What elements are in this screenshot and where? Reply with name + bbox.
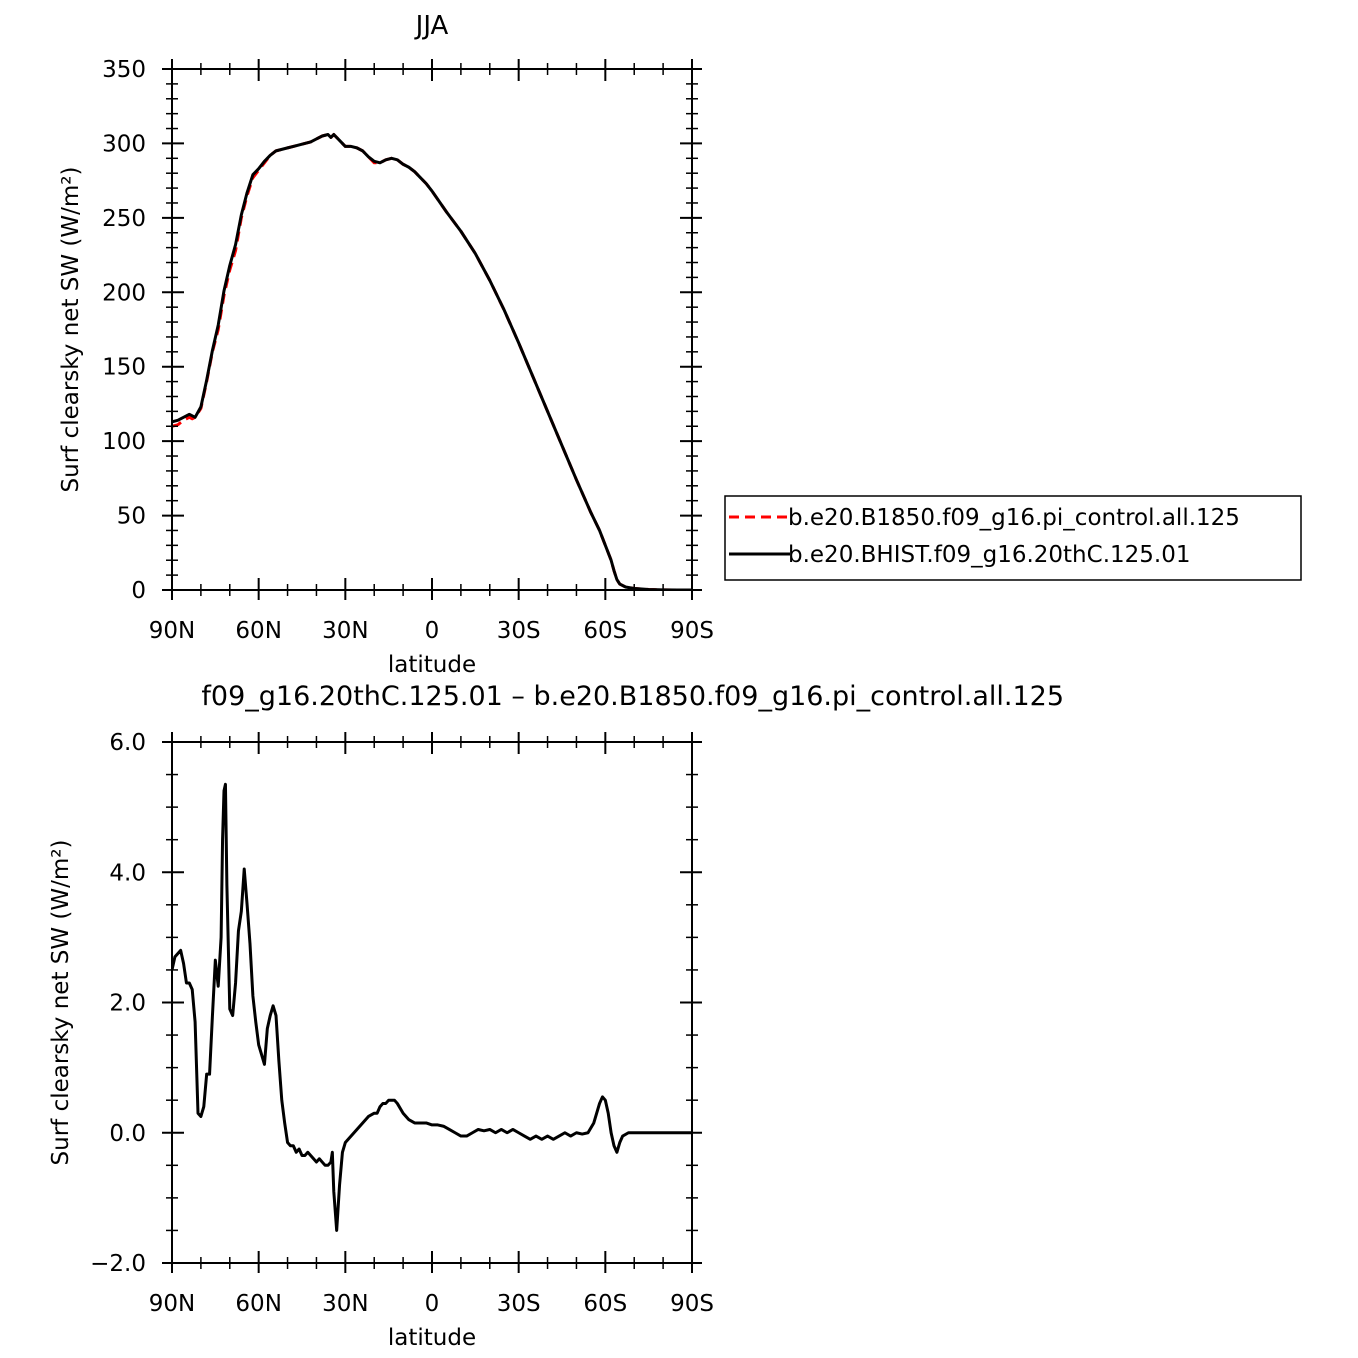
x-tick-label: 90S bbox=[670, 618, 714, 644]
y-axis-label: Surf clearsky net SW (W/m²) bbox=[48, 840, 74, 1166]
y-tick-label: 250 bbox=[102, 206, 146, 232]
x-axis-label: latitude bbox=[388, 1325, 476, 1351]
y-axis-label: Surf clearsky net SW (W/m²) bbox=[58, 167, 84, 493]
x-tick-label: 30N bbox=[322, 1291, 368, 1317]
legend: b.e20.B1850.f09_g16.pi_control.all.125 b.… bbox=[724, 495, 1302, 581]
x-tick-label: 60S bbox=[583, 1291, 627, 1317]
series-line-1 bbox=[172, 133, 692, 590]
y-tick-label: 6.0 bbox=[109, 730, 146, 756]
legend-label-1: b.e20.B1850.f09_g16.pi_control.all.125 bbox=[788, 505, 1240, 531]
y-tick-label: 0 bbox=[131, 578, 146, 604]
x-tick-label: 90N bbox=[149, 1291, 195, 1317]
y-tick-label: −2.0 bbox=[90, 1251, 146, 1277]
x-tick-label: 0 bbox=[425, 1291, 440, 1317]
x-tick-label: 60S bbox=[583, 618, 627, 644]
x-tick-label: 90N bbox=[149, 618, 195, 644]
bottom-panel: 90N 60N 30N 0 30S 60S 90S −2.0 0.0 2.0 4.0 6.0 latit… bbox=[48, 681, 1064, 1351]
y-tick-label: 4.0 bbox=[109, 860, 146, 886]
chart-title: JJA bbox=[414, 11, 449, 41]
chart-title: f09_g16.20thC.125.01 – b.e20.B1850.f09_g… bbox=[201, 681, 1064, 712]
plot-frame bbox=[171, 741, 693, 1264]
x-tick-label: 90S bbox=[670, 1291, 714, 1317]
top-panel: 90N 60N 30N 0 30S 60S 90S 0 50 100 150 200 250 300 350… bbox=[58, 11, 714, 678]
y-tick-label: 200 bbox=[102, 280, 146, 306]
legend-label-2: b.e20.BHIST.f09_g16.20thC.125.01 bbox=[788, 542, 1190, 568]
y-tick-label: 0.0 bbox=[109, 1121, 146, 1147]
x-tick-label: 30S bbox=[497, 1291, 541, 1317]
y-tick-label: 2.0 bbox=[109, 991, 146, 1017]
y-tick-label: 150 bbox=[102, 355, 146, 381]
series-line-1 bbox=[172, 782, 692, 1232]
x-tick-label: 60N bbox=[235, 618, 281, 644]
x-tick-label: 30N bbox=[322, 618, 368, 644]
legend-box bbox=[724, 495, 1302, 581]
y-tick-label: 50 bbox=[117, 504, 146, 530]
y-tick-label: 300 bbox=[102, 131, 146, 157]
x-tick-label: 30S bbox=[497, 618, 541, 644]
y-tick-label: 350 bbox=[102, 57, 146, 83]
series-line-2 bbox=[172, 133, 692, 590]
x-tick-label: 0 bbox=[425, 618, 440, 644]
x-axis-label: latitude bbox=[388, 652, 476, 678]
y-tick-label: 100 bbox=[102, 429, 146, 455]
plot-frame bbox=[171, 68, 693, 591]
x-tick-label: 60N bbox=[235, 1291, 281, 1317]
